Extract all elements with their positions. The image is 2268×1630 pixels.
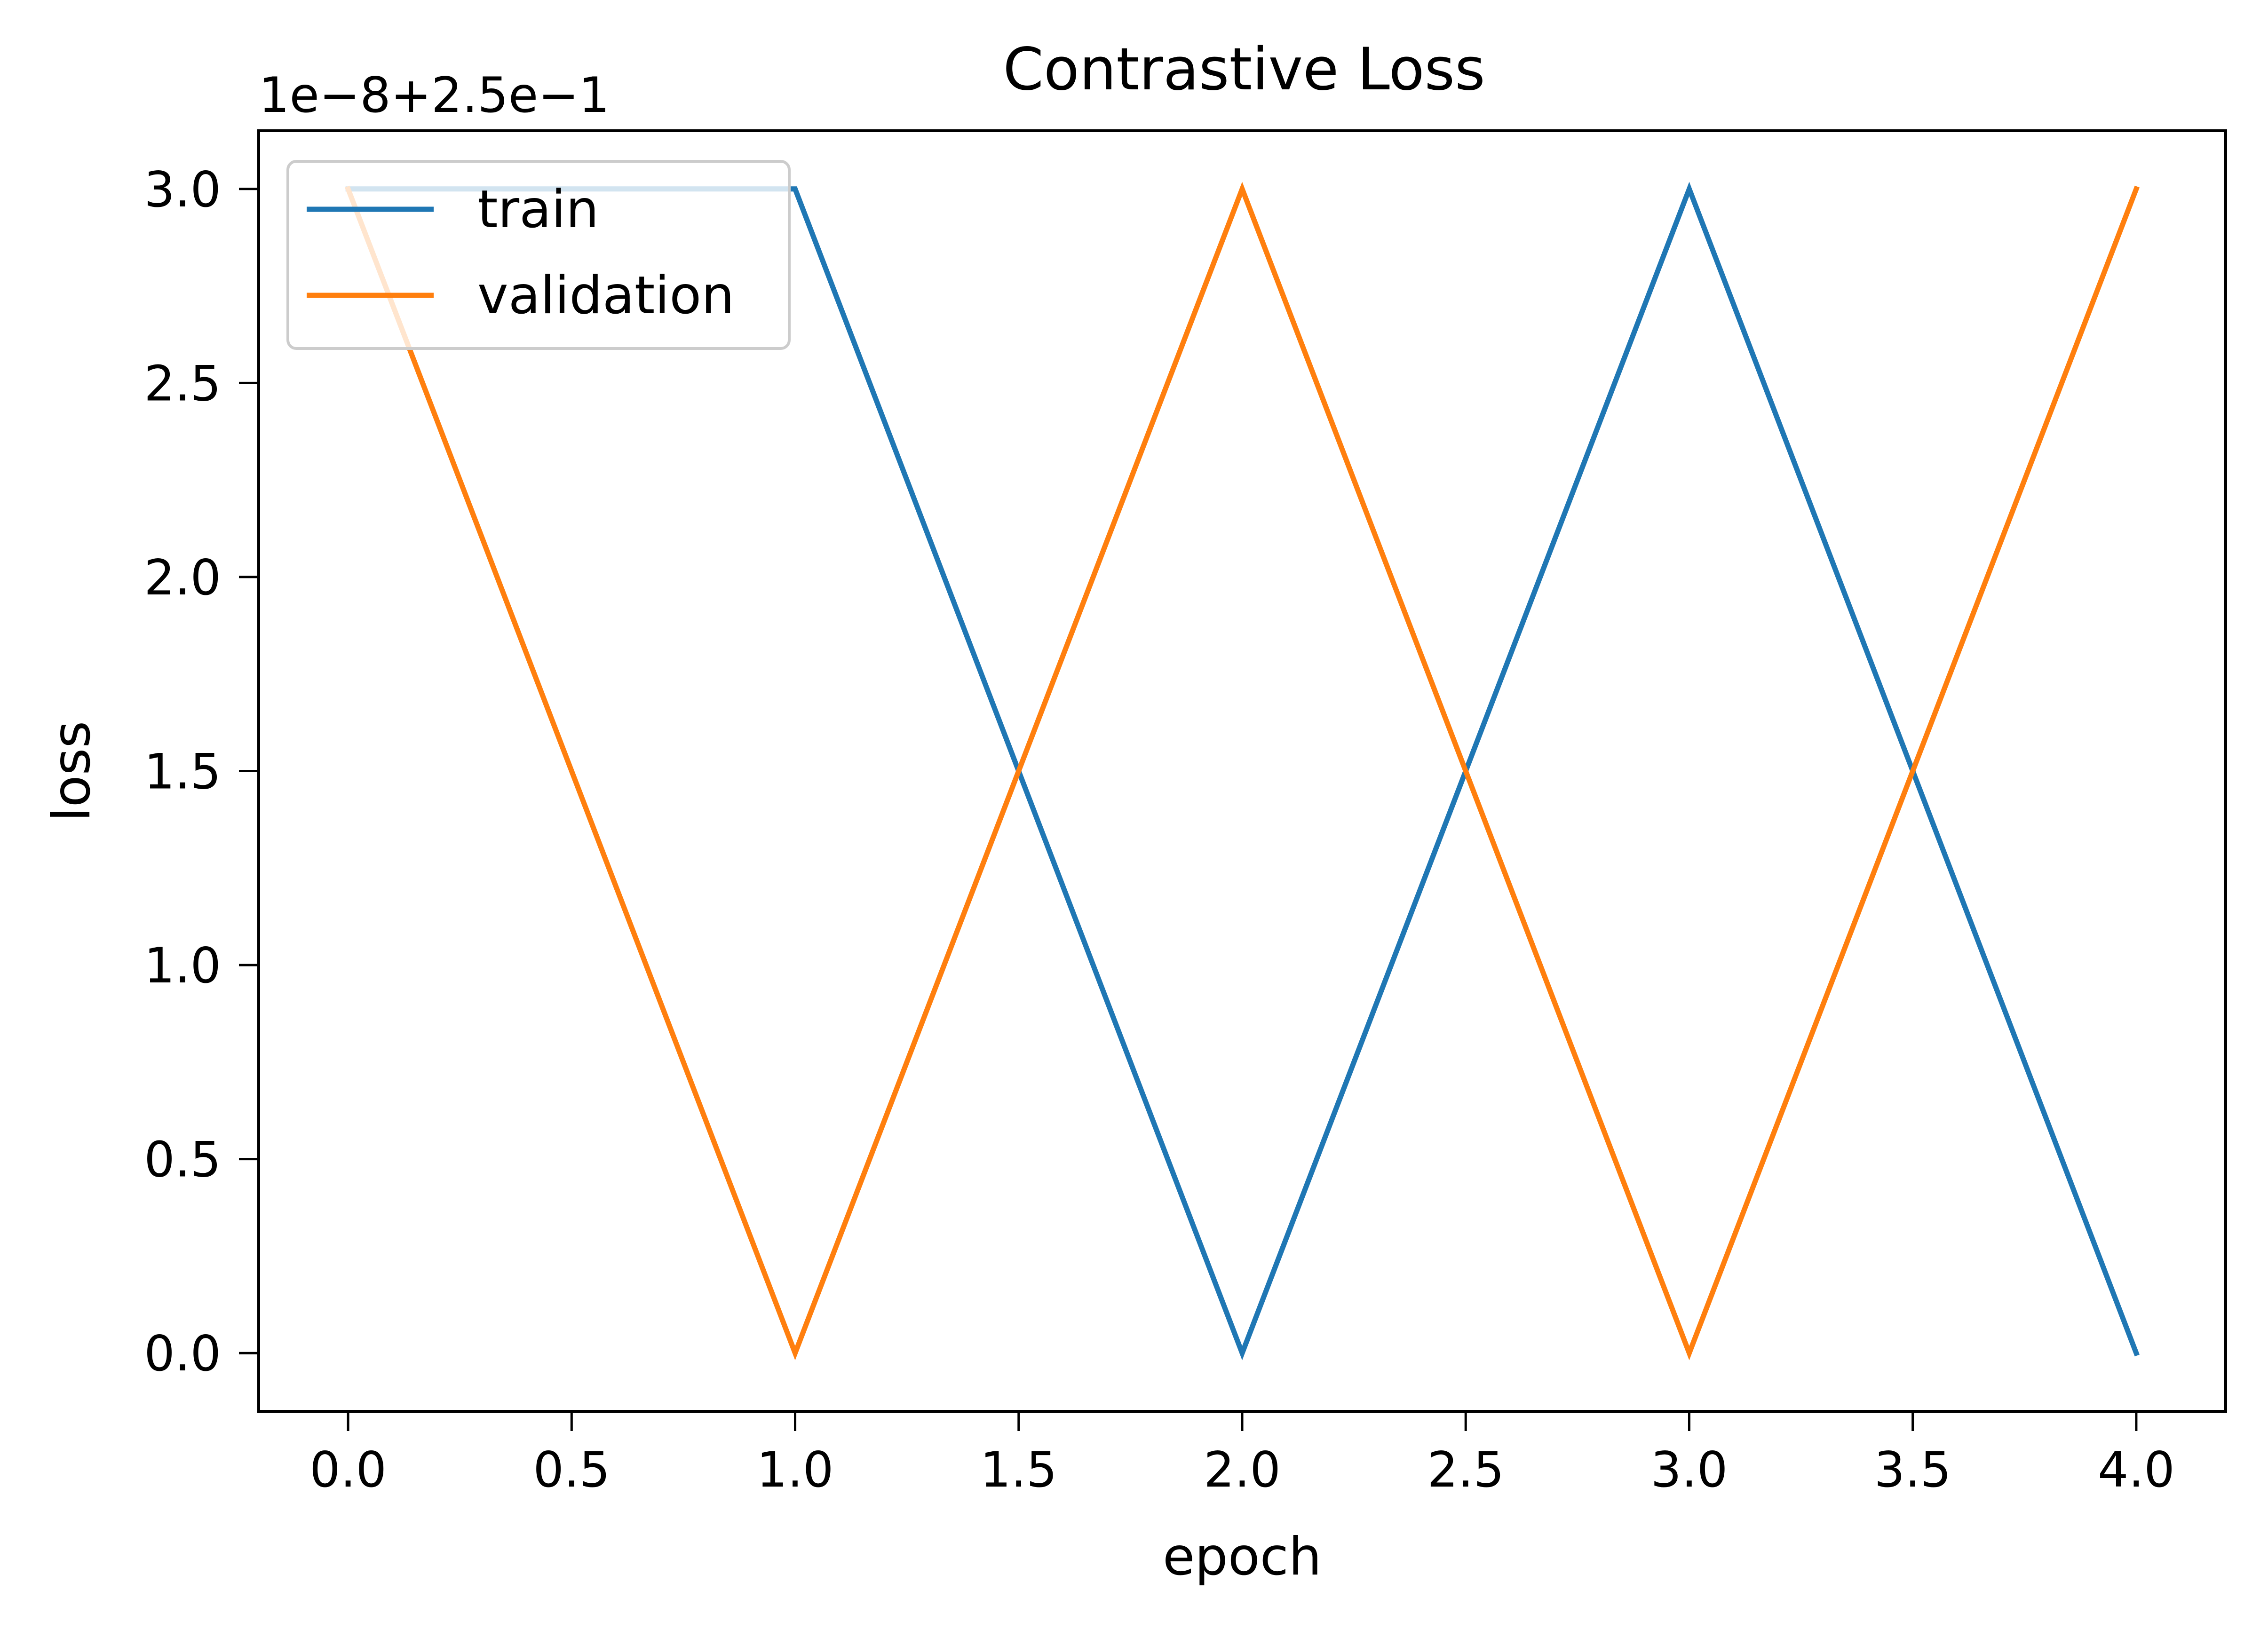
y-axis-label: loss: [41, 721, 102, 822]
legend: train validation: [286, 160, 791, 350]
legend-label-train: train: [477, 179, 599, 240]
legend-label-validation: validation: [477, 265, 735, 326]
data-point-train-3: [1688, 188, 1690, 190]
y-tick-label: 1.0: [144, 938, 221, 994]
x-tick-label: 3.0: [1651, 1442, 1728, 1498]
y-axis-offset-text: 1e−8+2.5e−1: [259, 67, 610, 124]
x-axis-label: epoch: [1163, 1527, 1322, 1587]
y-tick-label: 0.0: [144, 1326, 221, 1382]
y-axis-ticks: 0.0 0.5 1.0 1.5 2.0 2.5 3.0: [144, 162, 259, 1382]
x-tick-label: 2.0: [1204, 1442, 1281, 1498]
data-point-validation-2: [1241, 188, 1243, 190]
x-tick-label: 1.5: [980, 1442, 1057, 1498]
x-axis-ticks: 0.0 0.5 1.0 1.5 2.0 2.5 3.0 3.5 4.0: [309, 1411, 2175, 1498]
data-point-validation-3: [1688, 1352, 1690, 1354]
x-tick-label: 4.0: [2098, 1442, 2175, 1498]
data-point-validation-4: [2135, 188, 2137, 190]
x-tick-label: 0.0: [309, 1442, 387, 1498]
x-tick-label: 1.0: [757, 1442, 834, 1498]
x-tick-label: 3.5: [1874, 1442, 1951, 1498]
data-point-train-1: [794, 188, 796, 190]
x-tick-label: 2.5: [1427, 1442, 1504, 1498]
x-tick-label: 0.5: [533, 1442, 610, 1498]
y-tick-label: 1.5: [144, 744, 221, 800]
data-point-train-4: [2135, 1352, 2137, 1354]
y-tick-label: 3.0: [144, 162, 221, 218]
data-point-validation-1: [794, 1352, 796, 1354]
data-point-train-2: [1241, 1352, 1243, 1354]
y-tick-label: 0.5: [144, 1132, 221, 1188]
y-tick-label: 2.5: [144, 356, 221, 412]
chart-title: Contrastive Loss: [1003, 36, 1485, 103]
y-tick-label: 2.0: [144, 550, 221, 606]
